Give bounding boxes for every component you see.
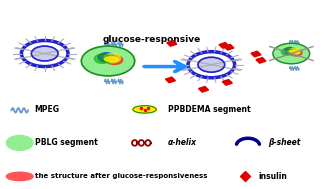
Text: insulin: insulin (258, 172, 287, 181)
Bar (256, 57, 266, 63)
Ellipse shape (290, 50, 300, 53)
Text: β-sheet: β-sheet (268, 138, 300, 147)
Circle shape (288, 48, 300, 55)
Circle shape (31, 46, 58, 61)
Bar (219, 43, 229, 48)
Bar (222, 80, 232, 85)
Circle shape (98, 53, 115, 62)
Circle shape (104, 53, 121, 63)
Circle shape (273, 43, 309, 64)
Bar (167, 41, 177, 46)
Text: the structure after glucose-responsiveness: the structure after glucose-responsivene… (35, 174, 207, 179)
Circle shape (284, 47, 296, 54)
Ellipse shape (105, 57, 118, 61)
Circle shape (6, 136, 33, 150)
Circle shape (198, 57, 225, 72)
Circle shape (94, 54, 111, 63)
Text: α-helix: α-helix (168, 138, 197, 147)
Ellipse shape (133, 106, 156, 113)
Text: PPBDEMA segment: PPBDEMA segment (168, 105, 251, 114)
Text: PBLG segment: PBLG segment (35, 138, 97, 147)
Bar (165, 77, 175, 83)
Circle shape (81, 46, 135, 76)
Text: MPEG: MPEG (35, 105, 60, 114)
Bar (199, 87, 209, 92)
Ellipse shape (6, 172, 33, 181)
Circle shape (106, 55, 123, 64)
Circle shape (281, 49, 293, 55)
Circle shape (290, 49, 302, 56)
Bar (251, 51, 261, 57)
Text: glucose-responsive: glucose-responsive (102, 35, 201, 44)
Bar (224, 44, 234, 50)
